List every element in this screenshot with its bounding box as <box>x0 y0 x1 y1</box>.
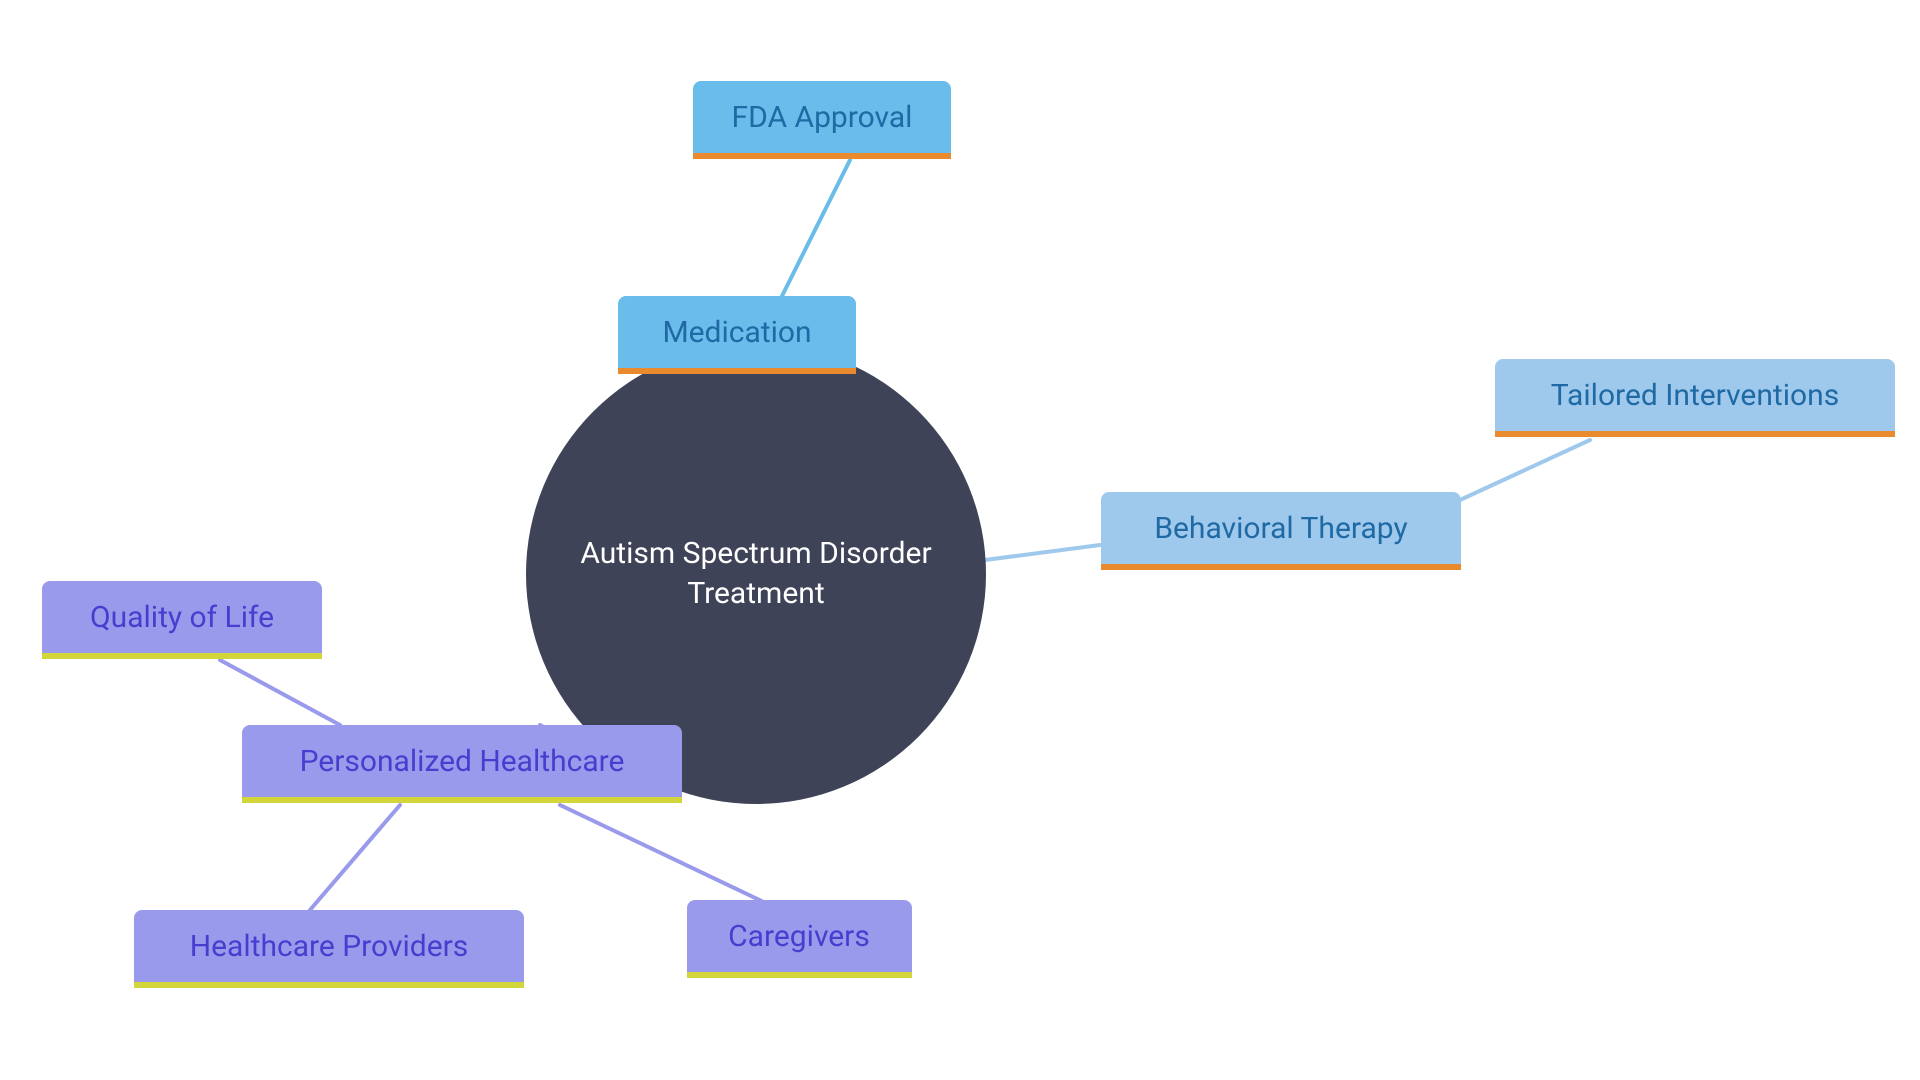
edge <box>780 160 850 300</box>
center-label: Autism Spectrum Disorder Treatment <box>556 534 956 615</box>
node-label: Healthcare Providers <box>190 929 469 964</box>
node-label: FDA Approval <box>732 100 913 135</box>
node-personalized: Personalized Healthcare <box>242 725 682 803</box>
node-label: Medication <box>662 315 811 350</box>
node-behavioral: Behavioral Therapy <box>1101 492 1461 570</box>
node-tailored: Tailored Interventions <box>1495 359 1895 437</box>
node-fda: FDA Approval <box>693 81 951 159</box>
edge <box>985 545 1100 560</box>
node-medication: Medication <box>618 296 856 374</box>
node-label: Tailored Interventions <box>1551 378 1839 413</box>
node-label: Quality of Life <box>90 600 274 635</box>
edge <box>220 660 340 725</box>
node-caregivers: Caregivers <box>687 900 912 978</box>
edge <box>560 805 770 905</box>
node-quality: Quality of Life <box>42 581 322 659</box>
node-label: Behavioral Therapy <box>1154 511 1407 546</box>
edge <box>310 805 400 910</box>
node-label: Personalized Healthcare <box>300 744 625 779</box>
node-providers: Healthcare Providers <box>134 910 524 988</box>
edge <box>1460 440 1590 500</box>
node-label: Caregivers <box>728 919 870 954</box>
mindmap-canvas: Autism Spectrum Disorder Treatment Medic… <box>0 0 1920 1080</box>
